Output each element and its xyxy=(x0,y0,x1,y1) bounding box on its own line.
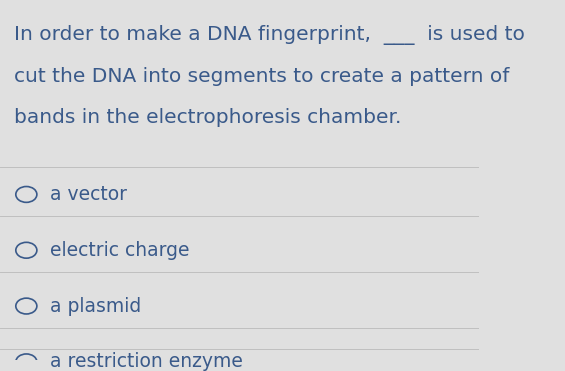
Text: a plasmid: a plasmid xyxy=(50,296,141,316)
Text: bands in the electrophoresis chamber.: bands in the electrophoresis chamber. xyxy=(14,108,402,127)
Text: a restriction enzyme: a restriction enzyme xyxy=(50,352,243,371)
Text: electric charge: electric charge xyxy=(50,241,190,260)
Text: In order to make a DNA fingerprint,  ___  is used to: In order to make a DNA fingerprint, ___ … xyxy=(14,25,525,45)
Text: a vector: a vector xyxy=(50,185,127,204)
Text: cut the DNA into segments to create a pattern of: cut the DNA into segments to create a pa… xyxy=(14,67,510,86)
